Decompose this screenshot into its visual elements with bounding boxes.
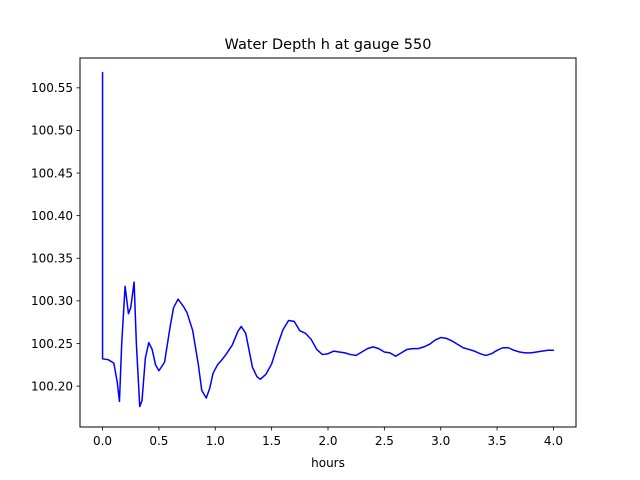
chart-title: Water Depth h at gauge 550 [225, 37, 432, 53]
y-tick-label: 100.40 [31, 209, 73, 223]
x-axis-label: hours [311, 456, 345, 470]
x-tick-label: 2.5 [375, 434, 394, 448]
x-tick-label: 4.0 [544, 434, 563, 448]
x-tick-label: 2.0 [318, 434, 337, 448]
y-tick-label: 100.55 [31, 81, 73, 95]
y-tick-label: 100.25 [31, 337, 73, 351]
plot-area [101, 71, 555, 408]
x-tick-label: 1.0 [206, 434, 225, 448]
x-tick-label: 3.0 [431, 434, 450, 448]
x-tick-label: 0.5 [149, 434, 168, 448]
x-tick-label: 3.5 [488, 434, 507, 448]
y-tick-label: 100.30 [31, 294, 73, 308]
x-tick-label: 0.0 [93, 434, 112, 448]
y-tick-label: 100.50 [31, 124, 73, 138]
y-tick-label: 100.45 [31, 166, 73, 180]
y-tick-label: 100.20 [31, 379, 73, 393]
y-axis: 100.20 100.25 100.30 100.35 100.40 100.45 100.… [31, 81, 80, 393]
x-axis: 0.0 0.5 1.0 1.5 2.0 2.5 3.0 3.5 4.0 [93, 427, 563, 448]
series-line-0 [101, 71, 555, 408]
x-tick-label: 1.5 [262, 434, 281, 448]
y-tick-label: 100.35 [31, 252, 73, 266]
